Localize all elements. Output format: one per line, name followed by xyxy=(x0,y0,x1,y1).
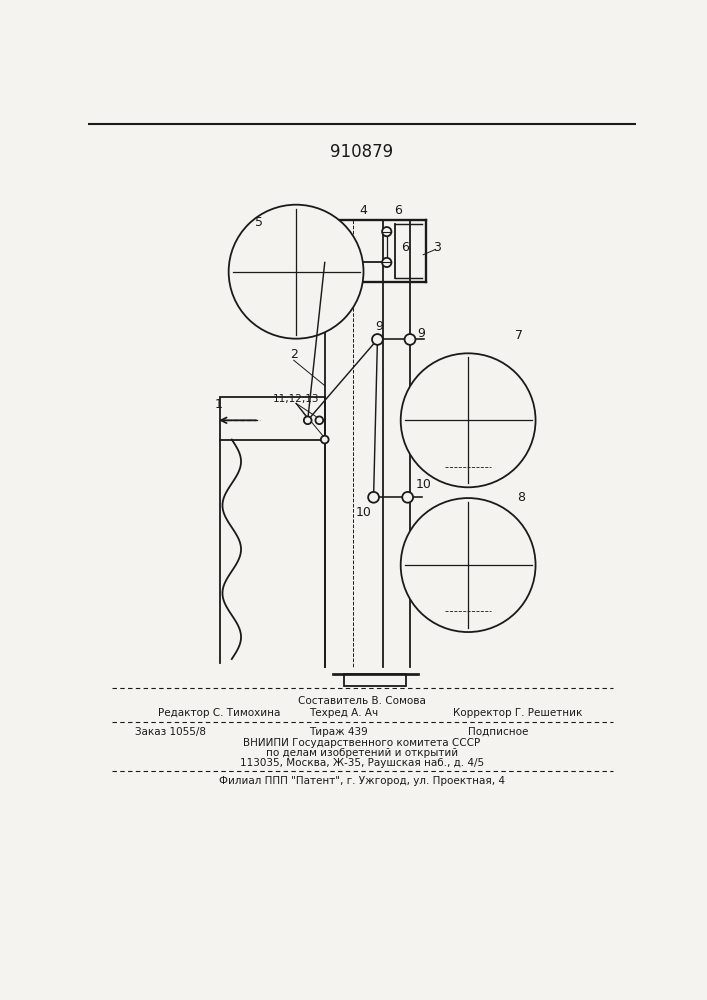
Text: 10: 10 xyxy=(415,478,431,491)
Text: 3: 3 xyxy=(433,241,441,254)
Circle shape xyxy=(402,492,413,503)
Circle shape xyxy=(372,334,383,345)
Circle shape xyxy=(228,205,363,339)
Text: 4: 4 xyxy=(360,204,368,217)
Text: 8: 8 xyxy=(517,491,525,504)
Circle shape xyxy=(401,498,535,632)
Text: Заказ 1055/8: Заказ 1055/8 xyxy=(135,727,206,737)
Text: ВНИИПИ Государственного комитета СССР: ВНИИПИ Государственного комитета СССР xyxy=(243,738,481,748)
Circle shape xyxy=(382,227,392,236)
Text: 2: 2 xyxy=(290,348,298,361)
Text: 10: 10 xyxy=(356,506,371,519)
Text: Составитель В. Сомова: Составитель В. Сомова xyxy=(298,696,426,706)
Text: 1: 1 xyxy=(215,398,223,411)
Circle shape xyxy=(404,334,416,345)
Text: Редактор С. Тимохина: Редактор С. Тимохина xyxy=(158,708,281,718)
Text: Подписное: Подписное xyxy=(468,727,529,737)
Circle shape xyxy=(321,436,329,443)
Bar xyxy=(220,397,325,440)
Text: по делам изобретений и открытий: по делам изобретений и открытий xyxy=(266,748,458,758)
Circle shape xyxy=(304,416,312,424)
Text: 9: 9 xyxy=(375,320,383,333)
Text: 5: 5 xyxy=(255,216,263,229)
Text: 113035, Москва, Ж-35, Раушская наб., д. 4/5: 113035, Москва, Ж-35, Раушская наб., д. … xyxy=(240,758,484,768)
Text: Филиал ППП "Патент", г. Ужгород, ул. Проектная, 4: Филиал ППП "Патент", г. Ужгород, ул. Про… xyxy=(219,776,505,786)
Text: 910879: 910879 xyxy=(330,143,394,161)
Text: 9: 9 xyxy=(418,327,426,340)
Text: 6: 6 xyxy=(395,204,402,217)
Circle shape xyxy=(382,258,392,267)
Text: 11,12,13: 11,12,13 xyxy=(273,394,320,404)
Circle shape xyxy=(368,492,379,503)
Text: Корректор Г. Решетник: Корректор Г. Решетник xyxy=(452,708,582,718)
Bar xyxy=(344,674,406,686)
Text: 6: 6 xyxy=(401,241,409,254)
Text: 7: 7 xyxy=(515,329,522,342)
Text: Тираж 439: Тираж 439 xyxy=(309,727,368,737)
Circle shape xyxy=(401,353,535,487)
Text: Техред А. Ач: Техред А. Ач xyxy=(309,708,378,718)
Circle shape xyxy=(315,416,323,424)
